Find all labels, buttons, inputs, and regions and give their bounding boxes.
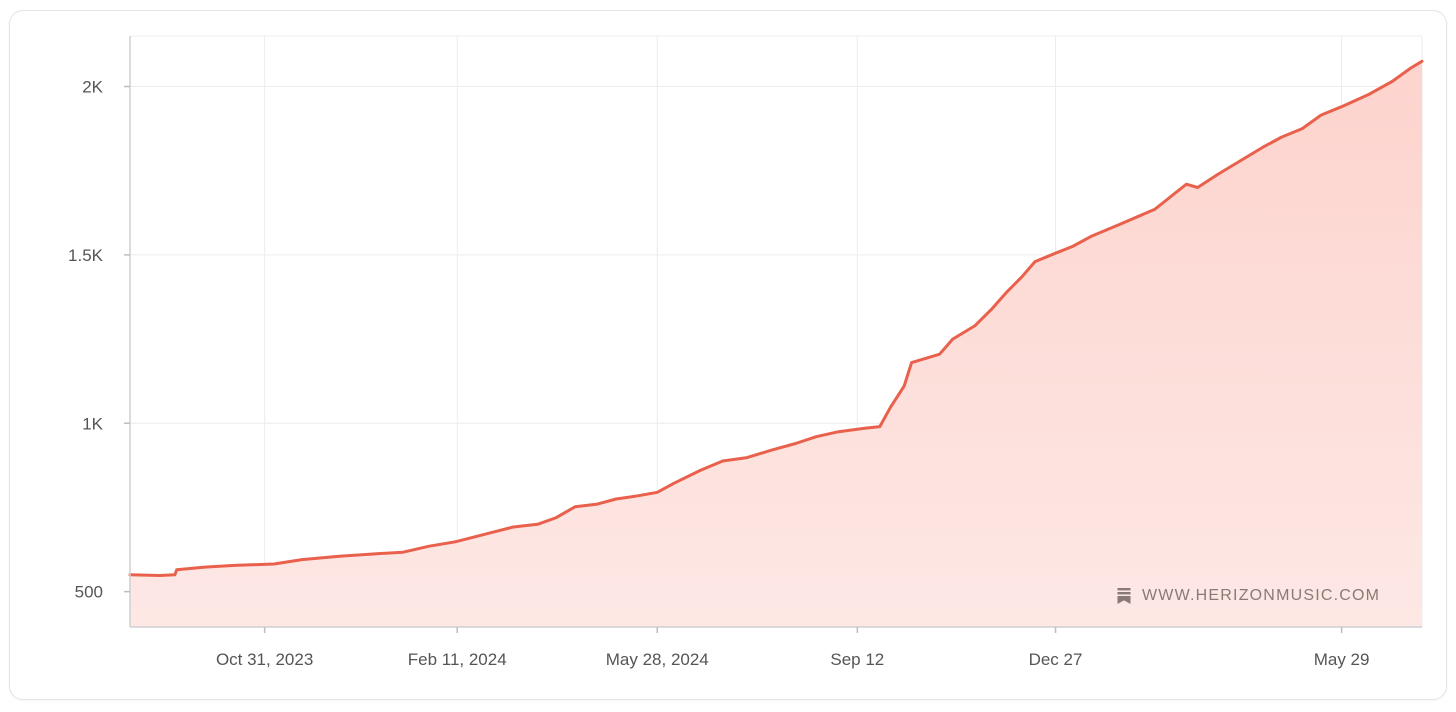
- x-tick-label: Feb 11, 2024: [408, 650, 507, 669]
- x-tick-marks: [263, 627, 1343, 633]
- x-tick-label: May 29: [1314, 650, 1370, 669]
- x-tick-labels: Oct 31, 2023 Feb 11, 2024 May 28, 2024 Sep …: [216, 650, 1370, 669]
- x-tick-label: May 28, 2024: [606, 650, 709, 669]
- x-tick-label: Sep 12: [830, 650, 884, 669]
- watermark-text: WWW.HERIZONMUSIC.COM: [1142, 587, 1381, 604]
- y-tick-labels: 500 1K 1.5K 2K: [68, 78, 104, 602]
- series-line: [128, 59, 1424, 577]
- series-area: [130, 61, 1422, 628]
- x-tick-label: Dec 27: [1029, 650, 1083, 669]
- y-tick-label: 500: [75, 583, 103, 602]
- y-tick-label: 2K: [82, 78, 103, 97]
- bookmark-icon: [1117, 588, 1131, 604]
- watermark: WWW.HERIZONMUSIC.COM: [1116, 584, 1380, 608]
- x-tick-label: Oct 31, 2023: [216, 650, 313, 669]
- y-tick-marks: [124, 85, 130, 593]
- y-tick-label: 1.5K: [68, 246, 104, 265]
- y-tick-label: 1K: [82, 414, 103, 433]
